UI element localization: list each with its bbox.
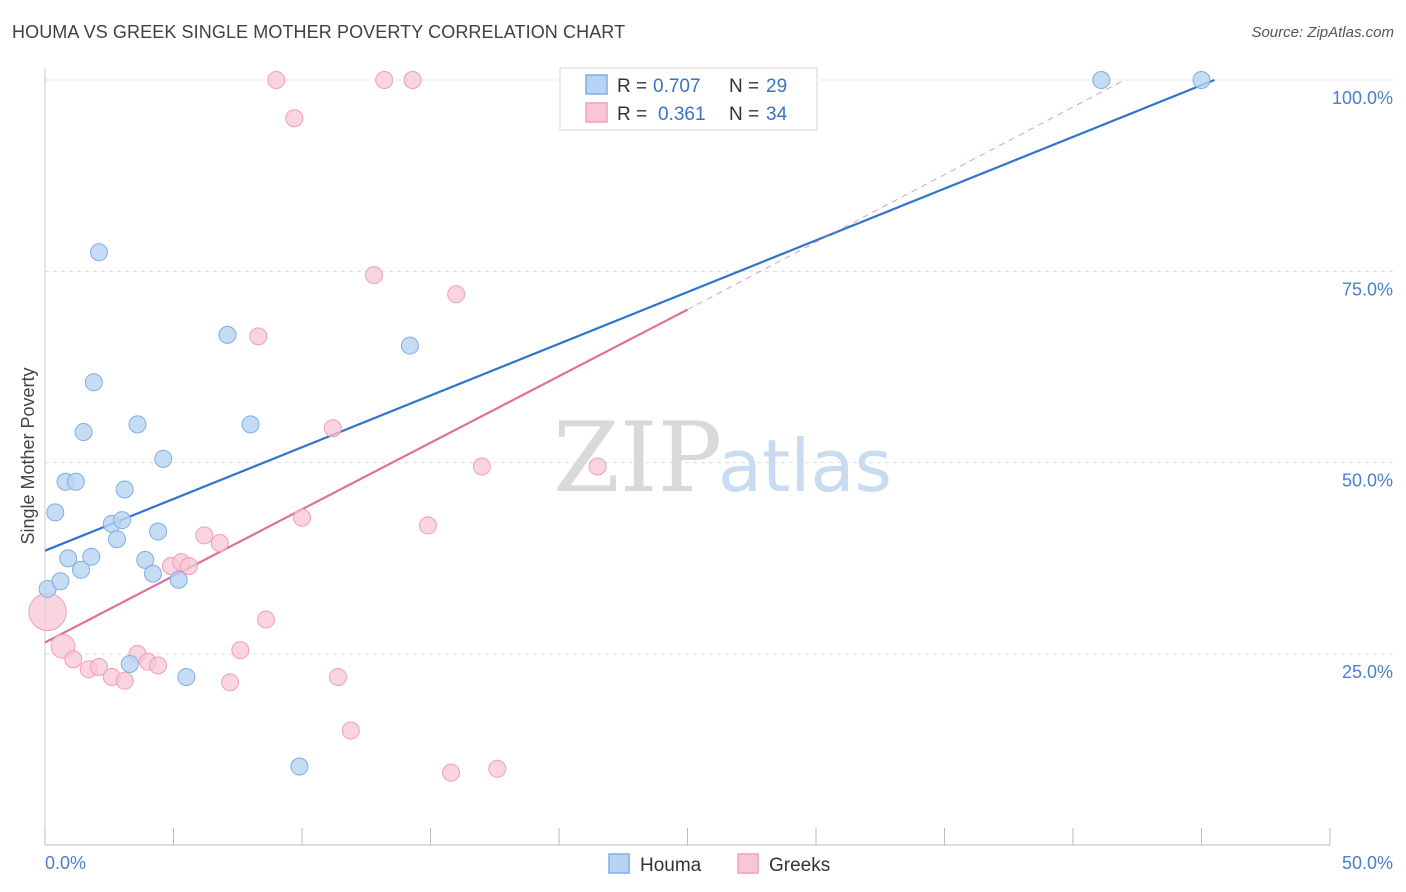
point-greeks	[341, 721, 360, 740]
point-greeks	[249, 327, 268, 346]
point-houma	[149, 522, 168, 541]
x-tick-label-max: 50.0%	[1342, 853, 1393, 873]
trendline-houma	[44, 78, 1215, 552]
y-tick-label-25: 25.0%	[1342, 662, 1393, 682]
point-greeks	[179, 556, 198, 575]
point-houma	[51, 572, 70, 591]
point-greeks	[231, 641, 250, 660]
point-greeks	[293, 508, 311, 527]
point-houma	[136, 550, 155, 569]
point-houma	[218, 325, 237, 344]
y-tick-label-75: 75.0%	[1342, 279, 1393, 299]
bottom-legend-swatch-houma	[608, 853, 630, 874]
point-greeks	[403, 71, 422, 89]
ticks-layer: 25.0% 50.0% 75.0% 100.0% 0.0% 50.0%	[45, 88, 1393, 873]
legend-n-value-houma: 29	[766, 76, 787, 97]
chart-title: HOUMA VS GREEK SINGLE MOTHER POVERTY COR…	[12, 22, 626, 42]
trendline-greeks-extension	[687, 79, 1125, 311]
point-greeks	[323, 419, 342, 438]
legend-r-label-houma: R =	[617, 76, 647, 97]
point-greeks	[149, 656, 168, 675]
point-houma	[107, 530, 126, 549]
legend: R = 0.707 N = 29 R = 0.361 N = 34	[559, 67, 818, 131]
point-houma	[120, 654, 139, 673]
point-greeks	[328, 667, 347, 686]
watermark-zip: ZIP	[553, 402, 722, 514]
legend-n-value-greeks: 34	[766, 104, 788, 125]
source-label: Source: ZipAtlas.com	[1251, 24, 1394, 41]
point-greeks	[375, 71, 394, 89]
point-houma	[400, 336, 419, 355]
point-houma	[169, 570, 188, 589]
point-houma	[66, 472, 85, 491]
y-tick-label-50: 50.0%	[1342, 471, 1393, 491]
legend-swatch-greeks	[585, 102, 608, 123]
bottom-legend-houma: Houma	[640, 855, 702, 876]
point-greeks	[89, 658, 108, 677]
point-greeks	[28, 592, 67, 632]
bottom-legend-greeks: Greeks	[769, 855, 830, 876]
point-houma	[89, 243, 108, 262]
point-greeks	[115, 671, 134, 690]
point-greeks	[418, 516, 437, 535]
point-greeks	[472, 457, 491, 476]
point-houma	[59, 549, 78, 568]
y-axis-label: Single Mother Poverty	[18, 367, 38, 544]
legend-r-label-greeks: R =	[617, 104, 647, 125]
point-greeks	[442, 763, 461, 782]
point-houma	[1092, 71, 1111, 89]
point-greeks	[285, 109, 304, 128]
point-greeks	[210, 534, 229, 553]
point-greeks	[221, 673, 240, 692]
point-houma	[82, 547, 101, 566]
point-greeks	[64, 650, 83, 669]
legend-r-value-greeks: 0.361	[658, 104, 706, 125]
points-layer	[28, 71, 1211, 782]
point-greeks	[267, 71, 286, 89]
point-houma	[128, 415, 147, 434]
point-houma	[84, 373, 103, 392]
point-houma	[115, 480, 134, 499]
point-greeks	[447, 285, 466, 304]
point-houma	[290, 757, 309, 776]
legend-swatch-houma	[585, 74, 608, 95]
bottom-legend-swatch-greeks	[737, 853, 759, 874]
legend-n-label-greeks: N =	[729, 104, 759, 125]
point-houma	[1192, 71, 1211, 89]
point-houma	[71, 560, 90, 579]
x-tick-label-min: 0.0%	[45, 853, 86, 873]
point-houma	[113, 511, 132, 530]
legend-r-value-houma: 0.707	[653, 76, 701, 97]
point-houma	[154, 449, 173, 468]
legend-n-label-houma: N =	[729, 76, 759, 97]
axes-layer	[44, 68, 1331, 846]
point-greeks	[364, 266, 383, 285]
point-houma	[74, 423, 93, 442]
point-houma	[46, 503, 65, 522]
point-houma	[177, 667, 196, 686]
point-houma	[143, 564, 162, 583]
trend-layer	[44, 78, 1215, 644]
y-tick-label-100: 100.0%	[1332, 88, 1393, 108]
watermark-atlas: atlas	[718, 424, 892, 508]
point-greeks	[195, 526, 214, 545]
grid-layer	[45, 79, 1395, 655]
point-houma	[241, 415, 260, 434]
point-greeks	[257, 610, 276, 629]
trendline-greeks	[44, 308, 689, 644]
bottom-legend: Houma Greeks	[608, 853, 830, 876]
point-greeks	[588, 457, 607, 476]
point-greeks	[488, 759, 507, 778]
